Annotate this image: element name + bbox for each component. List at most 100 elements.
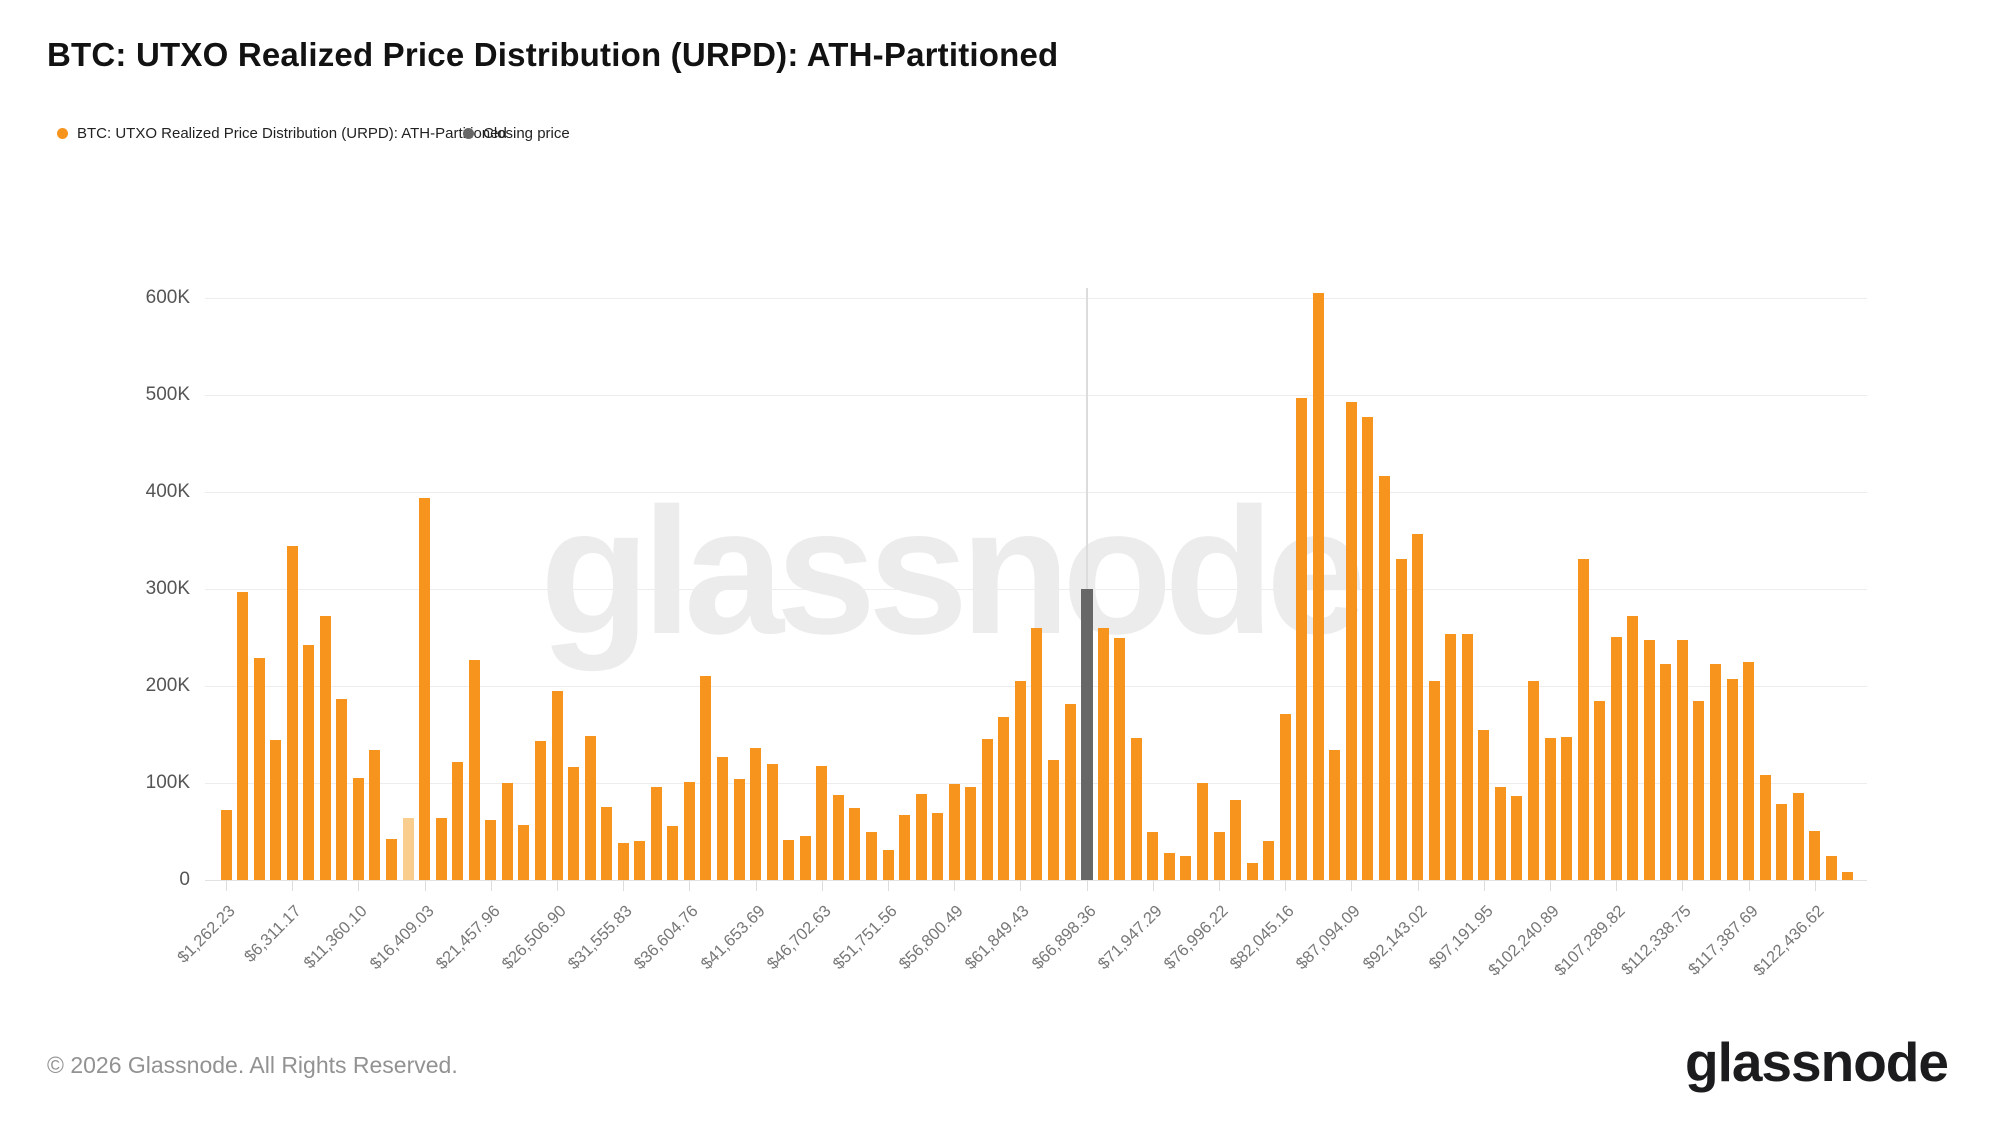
urpd-bar[interactable] (352, 778, 364, 880)
urpd-bar[interactable] (832, 794, 844, 880)
urpd-bar[interactable] (667, 825, 679, 880)
urpd-bar[interactable] (1825, 855, 1837, 880)
urpd-bar[interactable] (1114, 637, 1126, 880)
urpd-bar[interactable] (584, 736, 596, 880)
urpd-bar[interactable] (650, 786, 662, 880)
urpd-bar[interactable] (1511, 795, 1523, 880)
urpd-bar[interactable] (1031, 627, 1043, 880)
urpd-bar[interactable] (816, 765, 828, 880)
urpd-bar[interactable] (1263, 841, 1275, 880)
urpd-bar[interactable] (419, 497, 431, 880)
urpd-bar[interactable] (683, 782, 695, 880)
urpd-bar[interactable] (1842, 872, 1854, 880)
urpd-bar[interactable] (1428, 681, 1440, 880)
urpd-bar[interactable] (253, 657, 265, 880)
urpd-bar[interactable] (468, 659, 480, 880)
urpd-bar[interactable] (766, 763, 778, 880)
urpd-bar[interactable] (1494, 786, 1506, 880)
urpd-bar[interactable] (1445, 633, 1457, 880)
urpd-bar[interactable] (1710, 663, 1721, 880)
urpd-bar[interactable] (1693, 700, 1705, 880)
urpd-bar[interactable] (1345, 401, 1357, 880)
urpd-bar[interactable] (319, 616, 331, 880)
urpd-bar[interactable] (998, 717, 1010, 880)
urpd-bar[interactable] (932, 813, 944, 880)
urpd-bar[interactable] (1792, 792, 1804, 880)
urpd-bar[interactable] (634, 841, 646, 880)
urpd-bar[interactable] (1594, 700, 1606, 880)
urpd-bar[interactable] (799, 836, 811, 880)
closing-price-bar[interactable] (1080, 589, 1093, 880)
urpd-bar[interactable] (501, 783, 513, 880)
urpd-bar[interactable] (1196, 783, 1208, 880)
urpd-bar[interactable] (965, 786, 977, 880)
urpd-bar[interactable] (1759, 775, 1771, 880)
urpd-bar[interactable] (1726, 679, 1738, 880)
urpd-bar[interactable] (568, 766, 580, 880)
urpd-bar[interactable] (1544, 738, 1556, 880)
urpd-bar[interactable] (1296, 397, 1308, 880)
urpd-bar[interactable] (783, 840, 795, 880)
urpd-bar[interactable] (1610, 636, 1622, 880)
urpd-bar[interactable] (1048, 759, 1059, 880)
urpd-bar[interactable] (435, 817, 447, 880)
urpd-bar[interactable] (1809, 830, 1821, 880)
urpd-bar[interactable] (1130, 738, 1142, 880)
urpd-bar[interactable] (1776, 804, 1788, 880)
urpd-bar[interactable] (1412, 533, 1424, 880)
urpd-bar[interactable] (1379, 476, 1390, 880)
urpd-bar[interactable] (601, 807, 613, 880)
urpd-bar[interactable] (899, 815, 911, 880)
urpd-bar[interactable] (1097, 627, 1109, 880)
urpd-bar[interactable] (534, 741, 546, 880)
urpd-bar[interactable] (617, 843, 629, 880)
urpd-bar[interactable] (303, 645, 315, 880)
urpd-bar[interactable] (1329, 750, 1341, 880)
urpd-bar[interactable] (1660, 663, 1672, 880)
urpd-bar[interactable] (1246, 862, 1258, 880)
urpd-bar[interactable] (1312, 293, 1324, 880)
urpd-bar[interactable] (1676, 640, 1688, 880)
urpd-bar[interactable] (717, 756, 728, 880)
urpd-bar[interactable] (237, 591, 249, 880)
urpd-bar[interactable] (1213, 832, 1225, 880)
urpd-bar[interactable] (948, 783, 960, 880)
urpd-bar[interactable] (1561, 737, 1573, 880)
urpd-bar[interactable] (1577, 558, 1589, 880)
legend-item-closing-price[interactable]: Closing price (463, 123, 570, 143)
urpd-bar[interactable] (286, 546, 298, 880)
urpd-bar[interactable] (915, 793, 927, 880)
urpd-bar[interactable] (981, 739, 993, 880)
urpd-bar[interactable] (1743, 661, 1755, 880)
urpd-bar[interactable] (402, 817, 414, 880)
urpd-bar[interactable] (849, 808, 861, 880)
urpd-bar[interactable] (1478, 729, 1490, 880)
urpd-bar[interactable] (386, 839, 397, 880)
urpd-bar[interactable] (750, 748, 762, 880)
urpd-bar[interactable] (1180, 855, 1192, 880)
urpd-bar[interactable] (700, 676, 712, 880)
urpd-bar[interactable] (369, 750, 381, 880)
urpd-bar[interactable] (1163, 852, 1175, 880)
urpd-bar[interactable] (518, 824, 530, 880)
urpd-bar[interactable] (1627, 616, 1639, 880)
urpd-bar[interactable] (1014, 681, 1026, 880)
legend-item-urpd[interactable]: BTC: UTXO Realized Price Distribution (U… (57, 123, 507, 143)
urpd-bar[interactable] (1064, 704, 1076, 880)
urpd-bar[interactable] (1395, 558, 1407, 880)
urpd-bar[interactable] (336, 698, 348, 880)
urpd-bar[interactable] (270, 740, 282, 880)
urpd-bar[interactable] (551, 690, 563, 880)
urpd-bar[interactable] (882, 849, 894, 880)
urpd-bar[interactable] (865, 831, 877, 880)
urpd-bar[interactable] (452, 761, 464, 880)
urpd-bar[interactable] (1279, 714, 1291, 880)
urpd-bar[interactable] (220, 810, 232, 880)
urpd-bar[interactable] (1643, 640, 1655, 880)
urpd-bar[interactable] (485, 819, 497, 880)
urpd-bar[interactable] (1527, 681, 1539, 880)
urpd-bar[interactable] (1461, 633, 1473, 880)
urpd-bar[interactable] (1230, 800, 1242, 880)
urpd-bar[interactable] (1362, 417, 1374, 880)
urpd-bar[interactable] (1147, 831, 1159, 880)
